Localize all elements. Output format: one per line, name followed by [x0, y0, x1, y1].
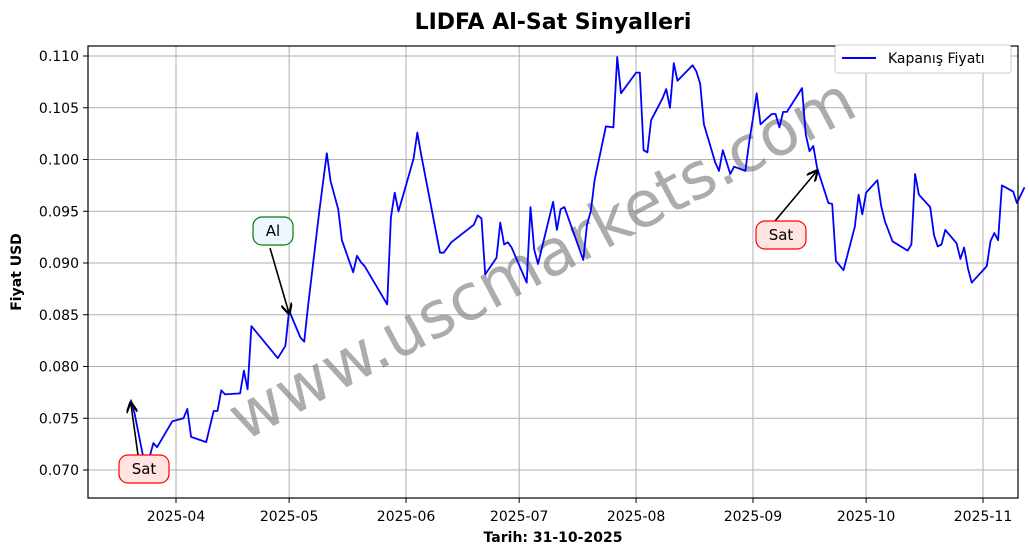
x-tick-label: 2025-10 [837, 509, 896, 525]
y-tick-label: 0.075 [39, 411, 79, 427]
x-tick-label: 2025-09 [724, 509, 783, 525]
x-tick-label: 2025-05 [260, 509, 319, 525]
y-tick-label: 0.085 [39, 308, 79, 324]
chart-title: LIDFA Al-Sat Sinyalleri [415, 10, 692, 35]
y-tick-label: 0.095 [39, 204, 79, 220]
buy-signal-annotation: Al [252, 216, 294, 314]
y-tick-label: 0.100 [39, 153, 79, 169]
y-tick-label: 0.110 [39, 49, 79, 65]
price-line [129, 56, 1026, 471]
y-axis-label: Fiyat USD [9, 233, 25, 311]
annotation-label: Sat [132, 460, 157, 478]
x-tick-label: 2025-11 [954, 509, 1013, 525]
y-axis-ticks: 0.070 0.075 0.080 0.085 0.090 0.095 0.100 0.105… [39, 49, 88, 479]
plot-frame [87, 45, 1019, 499]
x-tick-label: 2025-07 [490, 509, 549, 525]
grid-lines [88, 46, 1018, 498]
y-tick-label: 0.105 [39, 101, 79, 117]
annotation-label: Al [266, 222, 280, 240]
legend-box [834, 44, 1012, 74]
x-tick-label: 2025-04 [147, 509, 206, 525]
legend: Kapanış Fiyatı [834, 44, 1012, 74]
annotation-label: Sat [769, 226, 794, 244]
signal-annotations: Sat Al Sat [118, 171, 817, 484]
sell-signal-annotation: Sat [118, 403, 170, 484]
sell-signal-annotation: Sat [755, 171, 817, 250]
x-tick-label: 2025-06 [377, 509, 436, 525]
x-axis-ticks: 2025-04 2025-05 2025-06 2025-07 2025-08 2025-… [147, 498, 1013, 525]
x-axis-label: Tarih: 31-10-2025 [484, 530, 623, 546]
x-tick-label: 2025-08 [607, 509, 666, 525]
y-tick-label: 0.080 [39, 360, 79, 376]
legend-label: Kapanış Fiyatı [888, 51, 985, 67]
y-tick-label: 0.070 [39, 463, 79, 479]
y-tick-label: 0.090 [39, 256, 79, 272]
